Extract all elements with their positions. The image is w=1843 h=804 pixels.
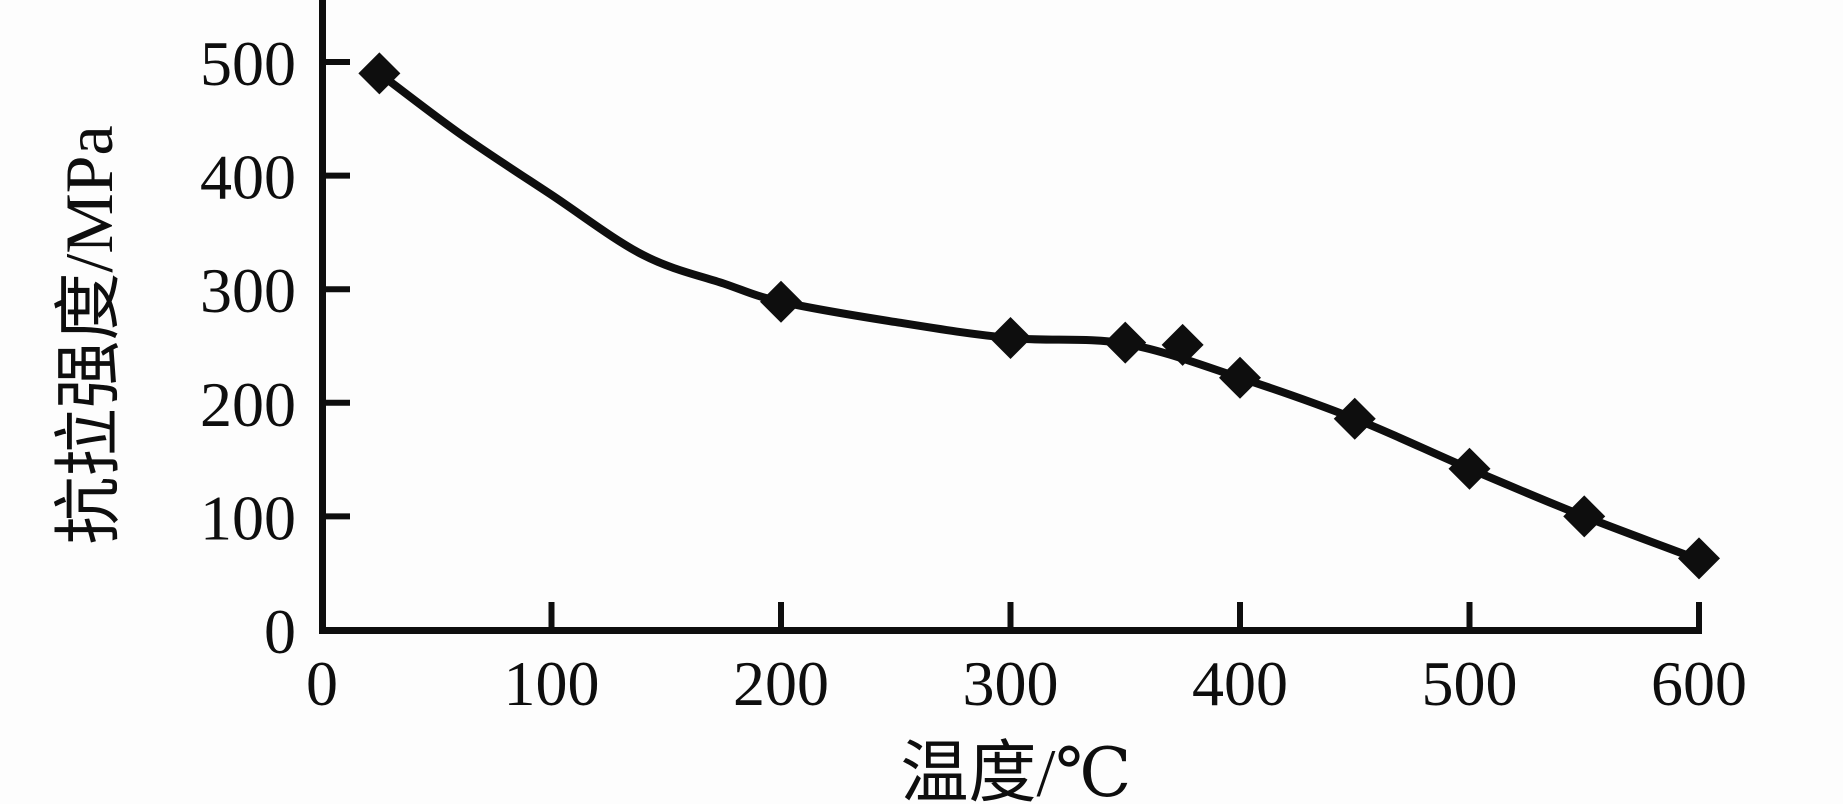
y-tick-label-200: 200 [200,369,296,440]
y-tick-label-100: 100 [200,482,296,553]
data-point-marker-25c [358,52,401,95]
x-axis-ticks [548,602,1702,627]
data-point-marker-450c [1333,397,1376,440]
x-axis-tick-labels: 0 100 200 300 400 500 600 [306,648,1747,719]
x-tick-label-200: 200 [733,648,829,719]
data-point-marker-375c [1161,323,1204,366]
y-axis-ticks [325,59,350,520]
data-point-marker-500c [1448,447,1491,490]
y-axis-title: 抗拉强度/MPa [51,125,127,544]
data-point-marker-350c [1104,321,1147,364]
x-tick-label-500: 500 [1422,648,1518,719]
data-point-marker-550c [1563,495,1606,538]
x-tick-label-0: 0 [306,648,338,719]
x-tick-label-400: 400 [1192,648,1288,719]
x-tick-label-600: 600 [1651,648,1747,719]
x-tick-label-100: 100 [504,648,600,719]
y-tick-label-500: 500 [200,28,296,99]
data-point-marker-400c [1219,356,1261,399]
y-tick-label-400: 400 [200,142,296,213]
data-point-markers [358,52,1720,580]
y-tick-label-300: 300 [200,255,296,326]
x-axis-title: 温度/℃ [901,735,1132,804]
data-point-marker-600c [1678,537,1720,580]
x-tick-label-300: 300 [963,648,1059,719]
trend-curve-line [375,69,1703,564]
y-tick-label-0: 0 [264,596,296,667]
y-axis-tick-labels: 0 100 200 300 400 500 [200,28,296,667]
plot-axes [319,0,1702,634]
data-point-marker-200c [760,280,802,323]
data-point-marker-300c [989,317,1032,360]
